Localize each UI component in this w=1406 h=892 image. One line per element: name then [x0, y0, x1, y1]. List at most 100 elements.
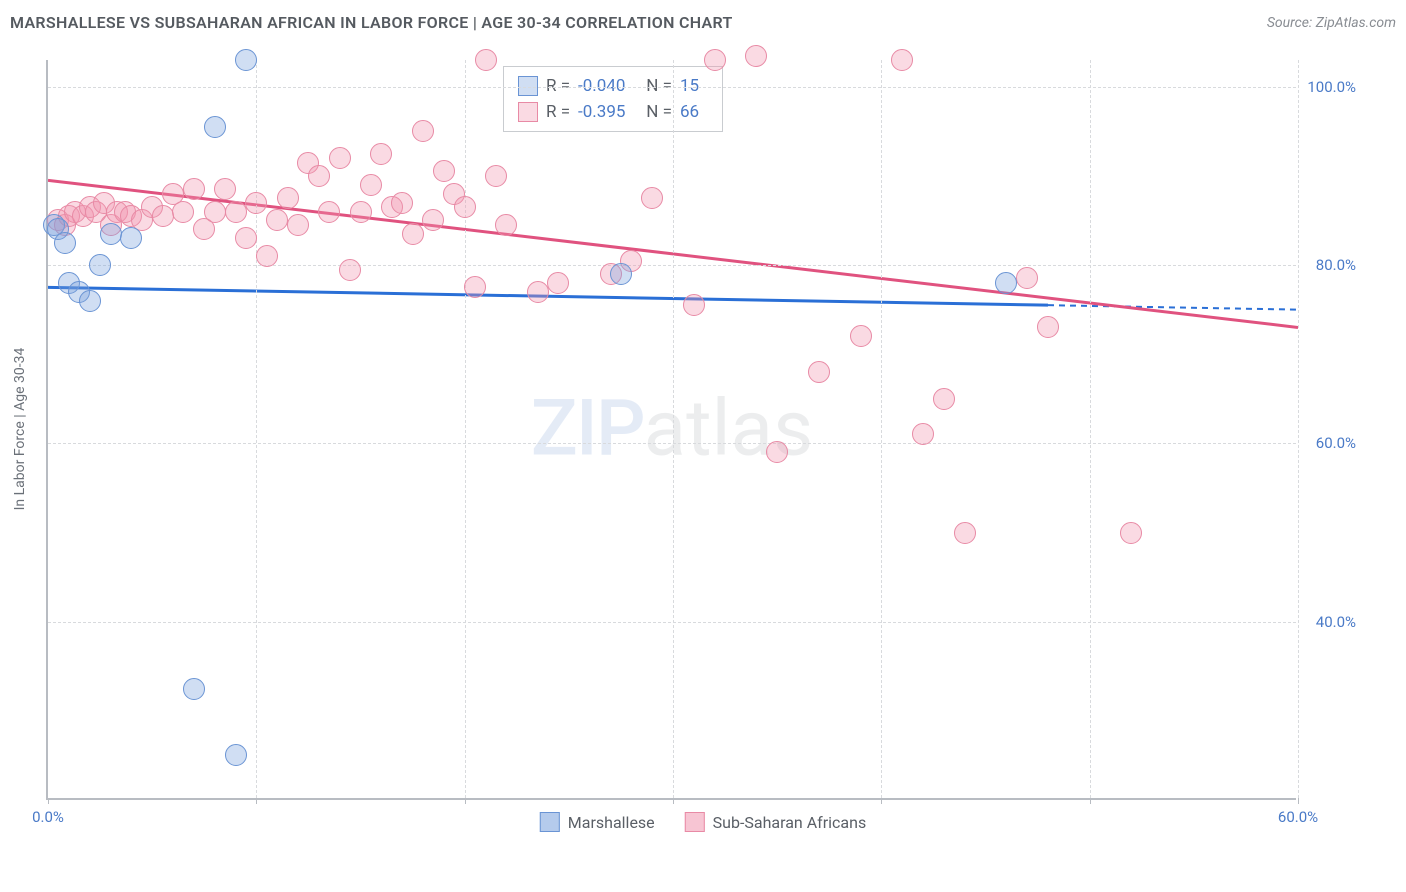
data-point	[277, 187, 299, 209]
data-point	[79, 290, 101, 312]
x-tick-label: 60.0%	[1278, 808, 1318, 826]
data-point	[225, 744, 247, 766]
data-point	[912, 423, 934, 445]
stats-row: R =-0.395 N =66	[518, 99, 708, 125]
legend-label: Marshallese	[568, 813, 655, 832]
x-tick-mark	[881, 798, 882, 804]
data-point	[475, 49, 497, 71]
data-point	[339, 259, 361, 281]
data-point	[391, 192, 413, 214]
x-tick-mark	[256, 798, 257, 804]
data-point	[433, 160, 455, 182]
gridline-h	[48, 265, 1296, 266]
data-point	[245, 192, 267, 214]
watermark-atlas: atlas	[644, 384, 814, 475]
data-point	[850, 325, 872, 347]
data-point	[235, 49, 257, 71]
data-point	[1016, 267, 1038, 289]
gridline-v	[465, 60, 466, 798]
gridline-h	[48, 87, 1296, 88]
x-tick-mark	[1298, 798, 1299, 804]
x-tick-mark	[465, 798, 466, 804]
data-point	[422, 209, 444, 231]
y-tick-label: 80.0%	[1301, 256, 1356, 274]
gridline-v	[256, 60, 257, 798]
chart-title: MARSHALLESE VS SUBSAHARAN AFRICAN IN LAB…	[10, 13, 733, 32]
y-tick-label: 40.0%	[1301, 613, 1356, 631]
data-point	[412, 120, 434, 142]
data-point	[318, 201, 340, 223]
data-point	[89, 254, 111, 276]
data-point	[933, 388, 955, 410]
x-tick-mark	[1090, 798, 1091, 804]
data-point	[808, 361, 830, 383]
trend-line-extrapolated	[1048, 305, 1298, 309]
data-point	[370, 143, 392, 165]
data-point	[204, 201, 226, 223]
data-point	[329, 147, 351, 169]
data-point	[204, 116, 226, 138]
x-tick-label: 0.0%	[32, 808, 64, 826]
chart-area: In Labor Force | Age 30-34 ZIPatlas R =-…	[46, 60, 1360, 830]
stat-r-label: R =	[546, 99, 570, 125]
data-point	[214, 178, 236, 200]
data-point	[485, 165, 507, 187]
source-label: Source: ZipAtlas.com	[1267, 15, 1396, 31]
legend-item: Sub-Saharan Africans	[685, 812, 867, 832]
data-point	[360, 174, 382, 196]
data-point	[610, 263, 632, 285]
y-tick-label: 100.0%	[1301, 78, 1356, 96]
data-point	[547, 272, 569, 294]
data-point	[454, 196, 476, 218]
gridline-h	[48, 443, 1296, 444]
data-point	[704, 49, 726, 71]
data-point	[183, 678, 205, 700]
data-point	[183, 178, 205, 200]
data-point	[766, 441, 788, 463]
data-point	[235, 227, 257, 249]
data-point	[1037, 316, 1059, 338]
legend-bottom: Marshallese Sub-Saharan Africans	[540, 812, 866, 832]
legend-item: Marshallese	[540, 812, 655, 832]
gridline-v	[1298, 60, 1299, 798]
data-point	[54, 232, 76, 254]
x-tick-mark	[48, 798, 49, 804]
x-tick-mark	[673, 798, 674, 804]
watermark-zip: ZIP	[531, 384, 644, 475]
legend-label: Sub-Saharan Africans	[713, 813, 867, 832]
gridline-v	[881, 60, 882, 798]
y-axis-label: In Labor Force | Age 30-34	[12, 348, 28, 511]
data-point	[1120, 522, 1142, 544]
legend-swatch	[518, 102, 538, 122]
y-tick-label: 60.0%	[1301, 434, 1356, 452]
legend-swatch	[540, 812, 560, 832]
gridline-v	[1090, 60, 1091, 798]
data-point	[745, 45, 767, 67]
legend-swatch	[685, 812, 705, 832]
stats-legend-box: R =-0.040 N =15R =-0.395 N =66	[503, 66, 723, 132]
plot-region: In Labor Force | Age 30-34 ZIPatlas R =-…	[46, 60, 1296, 800]
gridline-h	[48, 622, 1296, 623]
stat-n-value: 66	[680, 99, 708, 125]
stat-n-label: N =	[642, 99, 672, 125]
data-point	[287, 214, 309, 236]
data-point	[495, 214, 517, 236]
data-point	[954, 522, 976, 544]
data-point	[172, 201, 194, 223]
data-point	[995, 272, 1017, 294]
data-point	[120, 227, 142, 249]
gridline-v	[673, 60, 674, 798]
data-point	[225, 201, 247, 223]
data-point	[683, 294, 705, 316]
chart-header: MARSHALLESE VS SUBSAHARAN AFRICAN IN LAB…	[0, 0, 1406, 45]
data-point	[152, 205, 174, 227]
data-point	[100, 223, 122, 245]
data-point	[641, 187, 663, 209]
data-point	[402, 223, 424, 245]
data-point	[266, 209, 288, 231]
data-point	[464, 276, 486, 298]
data-point	[256, 245, 278, 267]
data-point	[891, 49, 913, 71]
data-point	[308, 165, 330, 187]
data-point	[350, 201, 372, 223]
